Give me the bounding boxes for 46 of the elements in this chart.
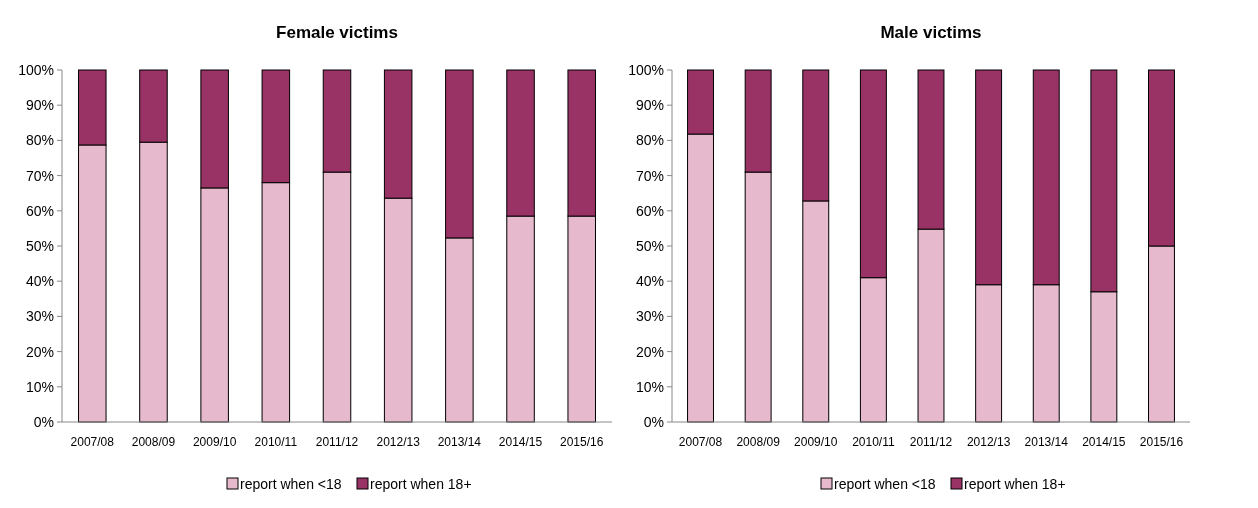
y-tick-label: 70% xyxy=(635,167,664,184)
y-tick-label: 10% xyxy=(25,378,54,395)
y-tick-label: 100% xyxy=(18,61,54,78)
y-tick-label: 10% xyxy=(635,378,664,395)
y-tick-label: 50% xyxy=(635,237,664,254)
y-tick-label: 90% xyxy=(635,97,664,114)
x-tick-label: 2015/16 xyxy=(1139,435,1184,449)
y-tick-label: 0% xyxy=(643,413,664,430)
x-tick-label: 2014/15 xyxy=(1082,435,1126,449)
x-tick-label: 2007/08 xyxy=(70,435,115,449)
x-tick-label: 2010/11 xyxy=(852,435,895,449)
legend-label: report when 18+ xyxy=(964,476,1066,492)
y-tick-label: 80% xyxy=(635,132,664,149)
x-tick-label: 2012/13 xyxy=(966,435,1011,449)
y-tick-label: 40% xyxy=(25,273,54,290)
y-tick-label: 30% xyxy=(635,308,664,325)
y-tick-label: 60% xyxy=(635,202,664,219)
y-tick-label: 20% xyxy=(25,343,54,360)
x-tick-label: 2009/10 xyxy=(794,435,838,449)
x-tick-label: 2013/14 xyxy=(1024,435,1069,449)
x-tick-label: 2011/12 xyxy=(909,435,953,449)
chart-title: Male victims xyxy=(880,23,982,42)
x-tick-label: 2008/09 xyxy=(131,435,176,449)
x-tick-label: 2013/14 xyxy=(437,435,482,449)
x-tick-label: 2011/12 xyxy=(315,435,359,449)
y-tick-label: 70% xyxy=(25,167,54,184)
x-tick-label: 2009/10 xyxy=(192,435,237,449)
x-tick-label: 2014/15 xyxy=(498,435,543,449)
y-tick-label: 100% xyxy=(628,61,664,78)
legend-label: report when <18 xyxy=(240,476,342,492)
y-tick-label: 40% xyxy=(635,273,664,290)
x-tick-label: 2008/09 xyxy=(736,435,781,449)
x-tick-label: 2012/13 xyxy=(376,435,421,449)
legend-label: report when 18+ xyxy=(370,476,472,492)
y-tick-label: 50% xyxy=(25,237,54,254)
x-tick-label: 2010/11 xyxy=(254,435,298,449)
y-tick-label: 30% xyxy=(25,308,54,325)
y-tick-label: 60% xyxy=(25,202,54,219)
legend-label: report when <18 xyxy=(834,476,936,492)
y-tick-label: 80% xyxy=(25,132,54,149)
y-tick-label: 20% xyxy=(635,343,664,360)
y-tick-label: 0% xyxy=(33,413,54,430)
x-tick-label: 2015/16 xyxy=(560,435,604,449)
y-tick-label: 90% xyxy=(25,97,54,114)
x-tick-label: 2007/08 xyxy=(678,435,723,449)
chart-title: Female victims xyxy=(276,23,398,42)
